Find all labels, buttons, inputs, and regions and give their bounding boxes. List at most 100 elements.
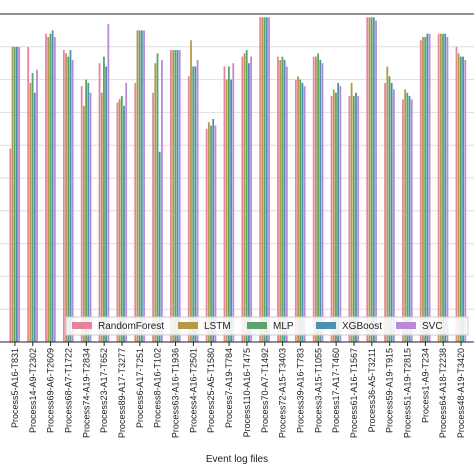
bar-lstm <box>11 46 14 343</box>
legend-swatch-xgboost <box>316 322 336 329</box>
bar-randomforest <box>152 92 154 342</box>
bar-svc <box>143 30 145 343</box>
bar-lstm <box>279 59 282 343</box>
bar-mlp <box>299 79 302 342</box>
bar-randomforest <box>187 76 190 342</box>
bar-randomforest <box>80 86 83 342</box>
bar-mlp <box>370 17 373 343</box>
bar-xgboost <box>158 151 161 342</box>
bar-xgboost <box>194 66 197 342</box>
bar-mlp <box>388 76 391 342</box>
bar-randomforest <box>9 148 12 342</box>
bar-mlp <box>174 50 177 342</box>
bar-randomforest <box>45 33 47 343</box>
bar-xgboost <box>123 105 125 342</box>
legend-label-mlp: MLP <box>273 321 294 332</box>
x-tick-label: Process59-A19-T915 <box>385 348 395 433</box>
bar-xgboost <box>337 82 340 342</box>
bar-svc <box>285 66 288 342</box>
bar-randomforest <box>223 66 226 342</box>
bar-randomforest <box>437 33 440 343</box>
bar-lstm <box>118 99 121 342</box>
bar-mlp <box>227 66 230 342</box>
bar-svc <box>18 46 21 343</box>
bar-lstm <box>136 30 139 343</box>
bar-randomforest <box>170 50 172 342</box>
bar-xgboost <box>212 118 215 343</box>
bar-lstm <box>368 17 371 343</box>
bar-lstm <box>315 56 317 342</box>
x-tick-label: Process89-A17-T3277 <box>117 348 127 438</box>
legend-label-xgboost: XGBoost <box>342 321 382 332</box>
bar-svc <box>232 63 235 342</box>
bar-svc <box>392 89 395 342</box>
x-tick-label: Process4-A16-T2501 <box>188 348 198 433</box>
x-tick-label: Process8-A16-T102 <box>153 348 163 428</box>
bar-lstm <box>332 89 335 342</box>
x-tick-label: Process72-A15-T3403 <box>278 348 288 438</box>
x-tick-labels: Process5-A16-T831 Process14-A9-T2302 Proce… <box>10 342 466 438</box>
bar-svc <box>303 86 306 342</box>
bar-svc <box>410 99 413 342</box>
bar-svc <box>339 86 342 342</box>
x-tick-label: Process17-A17-T460 <box>331 348 341 433</box>
bar-randomforest <box>384 82 386 342</box>
x-tick-label: Process5-A16-T831 <box>10 348 20 428</box>
bar-lstm <box>439 33 442 343</box>
grid-lines <box>0 46 474 310</box>
bar-mlp <box>138 30 141 343</box>
bar-svc <box>160 59 163 343</box>
bar-svc <box>428 33 431 343</box>
bar-mlp <box>120 96 123 342</box>
bar-lstm <box>172 50 175 342</box>
bar-svc <box>375 20 377 343</box>
bar-lstm <box>350 82 353 342</box>
bar-xgboost <box>33 92 36 342</box>
bar-mlp <box>424 36 427 343</box>
bar-svc <box>89 92 92 342</box>
bar-randomforest <box>366 17 369 343</box>
bar-svc <box>268 17 270 343</box>
bar-mlp <box>442 33 444 343</box>
bar-xgboost <box>444 33 447 343</box>
bar-xgboost <box>426 33 429 343</box>
bar-randomforest <box>134 82 137 342</box>
x-tick-label: Process1-A9-T234 <box>420 348 430 423</box>
bar-lstm <box>243 53 246 343</box>
bar-xgboost <box>390 82 393 342</box>
bar-lstm <box>297 76 299 342</box>
bar-randomforest <box>330 96 333 342</box>
x-tick-label: Process23-A17-T652 <box>99 348 109 433</box>
bar-randomforest <box>294 79 297 342</box>
bar-mlp <box>335 92 337 342</box>
bar-mlp <box>317 53 320 343</box>
bar-svc <box>464 59 467 343</box>
bar-mlp <box>263 17 266 343</box>
bar-lstm <box>100 92 103 342</box>
x-tick-label: Process25-A5-T1580 <box>206 348 216 433</box>
x-tick-label: Process68-A7-T1722 <box>63 348 73 433</box>
bar-mlp <box>245 50 248 342</box>
bar-xgboost <box>230 79 232 342</box>
bar-mlp <box>31 73 34 342</box>
x-tick-label: Process51-A19-T2815 <box>403 348 413 438</box>
bar-svc <box>196 59 199 343</box>
bar-lstm <box>207 122 210 343</box>
bar-xgboost <box>105 66 108 342</box>
bar-xgboost <box>408 96 411 342</box>
legend-label-randomforest: RandomForest <box>98 321 164 332</box>
bar-xgboost <box>16 46 18 343</box>
bar-mlp <box>49 33 52 343</box>
bar-lstm <box>261 17 264 343</box>
bar-xgboost <box>319 59 322 343</box>
bar-xgboost <box>248 63 250 342</box>
bar-svc <box>321 63 324 342</box>
bar-randomforest <box>116 102 119 342</box>
bar-lstm <box>422 36 424 343</box>
bar-randomforest <box>402 99 404 342</box>
bar-lstm <box>190 40 192 343</box>
legend-swatch-lstm <box>178 322 198 329</box>
legend: RandomForest LSTM MLP XGBoost SVC <box>65 316 469 336</box>
bar-svc <box>250 56 253 342</box>
bar-xgboost <box>69 50 72 342</box>
